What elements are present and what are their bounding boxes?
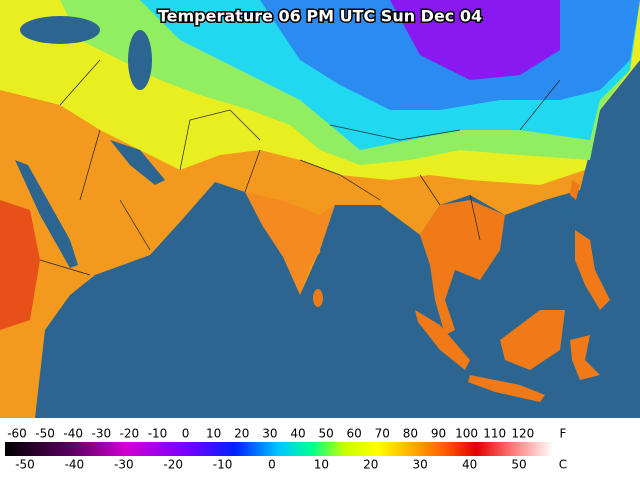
taiwan <box>570 180 580 200</box>
malay-peninsula <box>430 265 455 335</box>
red-sea <box>15 160 78 268</box>
borneo <box>500 310 565 370</box>
sumatra <box>415 310 470 370</box>
c-tick-label: 30 <box>413 458 428 472</box>
south-china-sea <box>500 205 575 300</box>
f-tick-label: 120 <box>511 427 534 441</box>
f-tick-label: 70 <box>375 427 390 441</box>
java <box>468 375 545 402</box>
f-tick-label: 90 <box>431 427 446 441</box>
f-tick-label: 40 <box>290 427 305 441</box>
c-tick-label: -40 <box>65 458 85 472</box>
c-tick-label: 20 <box>363 458 378 472</box>
f-tick-label: -40 <box>63 427 83 441</box>
sulawesi <box>570 335 600 380</box>
f-tick-label: 20 <box>234 427 249 441</box>
c-tick-label: 0 <box>268 458 276 472</box>
black-sea <box>20 16 100 44</box>
unit-f: F <box>560 427 567 441</box>
f-tick-label: -20 <box>120 427 140 441</box>
borders <box>39 59 561 276</box>
c-tick-label: -50 <box>15 458 35 472</box>
legend-ticks: -60 -50 -40 -30 -20 -10 0 10 20 30 40 50 60 70 80 90 100… <box>7 427 534 472</box>
bay-of-bengal <box>320 205 425 300</box>
f-tick-label: -10 <box>148 427 168 441</box>
f-tick-label: -60 <box>7 427 27 441</box>
c-tick-label: 40 <box>462 458 477 472</box>
f-tick-label: 10 <box>206 427 221 441</box>
persian-gulf <box>110 140 165 185</box>
southeast-asia <box>420 200 505 300</box>
philippines <box>575 230 610 310</box>
f-tick-label: 30 <box>262 427 277 441</box>
map-title: Temperature 06 PM UTC Sun Dec 04 <box>158 7 482 26</box>
map <box>0 0 640 418</box>
india <box>245 192 335 295</box>
f-tick-label: 110 <box>483 427 506 441</box>
c-tick-label: -30 <box>114 458 134 472</box>
f-tick-label: 100 <box>455 427 478 441</box>
caspian-sea <box>128 30 152 90</box>
f-tick-label: -30 <box>91 427 111 441</box>
sri-lanka <box>313 289 323 307</box>
unit-c: C <box>559 458 567 472</box>
land-purple <box>390 0 560 80</box>
land-hot-africa <box>0 200 40 330</box>
f-tick-label: 50 <box>318 427 333 441</box>
c-tick-label: 10 <box>314 458 329 472</box>
f-tick-label: -50 <box>35 427 55 441</box>
c-tick-label: 50 <box>511 458 526 472</box>
f-tick-label: 60 <box>347 427 362 441</box>
f-tick-label: 80 <box>403 427 418 441</box>
c-tick-label: -10 <box>213 458 233 472</box>
c-tick-label: -20 <box>163 458 183 472</box>
f-tick-label: 0 <box>182 427 190 441</box>
color-scale <box>5 442 553 456</box>
